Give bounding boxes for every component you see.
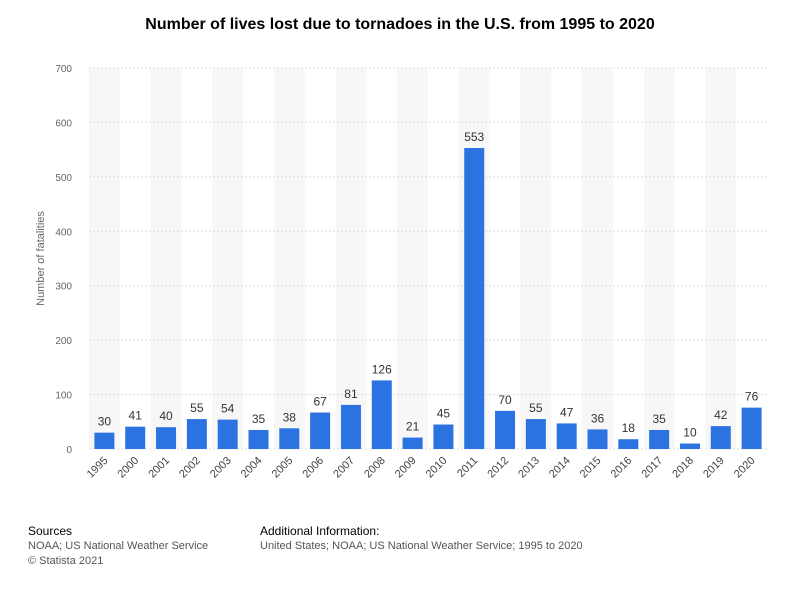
x-tick-label: 2002	[177, 455, 203, 481]
column-band	[150, 68, 182, 449]
y-tick-label: 0	[66, 445, 72, 456]
additional-info-heading: Additional Information:	[260, 524, 380, 538]
y-tick-label: 600	[55, 118, 72, 129]
column-band	[582, 68, 613, 449]
data-label: 76	[745, 390, 759, 404]
x-tick-label: 2011	[455, 455, 480, 480]
bar-2012[interactable]	[495, 410, 516, 449]
x-tick-label: 2016	[609, 455, 635, 481]
y-tick-label: 400	[55, 227, 72, 238]
data-label: 10	[683, 426, 697, 440]
data-label: 70	[498, 393, 512, 407]
bar-1995[interactable]	[94, 432, 115, 449]
column-band	[397, 68, 428, 449]
data-label: 54	[221, 402, 235, 416]
data-label: 81	[344, 387, 358, 401]
x-tick-label: 2012	[485, 455, 511, 481]
copyright-text: © Statista 2021	[28, 555, 104, 567]
y-axis-label: Number of fatalities	[35, 211, 47, 306]
bar-2006[interactable]	[310, 412, 331, 449]
x-tick-label: 2001	[146, 455, 172, 481]
x-tick-label: 2017	[639, 455, 665, 481]
data-label: 41	[129, 409, 143, 423]
sources-block: Sources NOAA; US National Weather Servic…	[28, 524, 208, 569]
x-tick-label: 2000	[116, 455, 142, 481]
x-tick-label: 1995	[85, 455, 111, 481]
data-label: 553	[464, 130, 484, 144]
data-label: 47	[560, 405, 574, 419]
data-label: 42	[714, 408, 728, 422]
data-label: 40	[159, 409, 173, 423]
data-label: 38	[283, 410, 297, 424]
additional-info-text: United States; NOAA; US National Weather…	[260, 540, 583, 552]
bar-2015[interactable]	[587, 429, 608, 449]
bar-2003[interactable]	[217, 419, 238, 449]
column-band	[705, 68, 737, 449]
data-label: 18	[622, 421, 636, 435]
chart-title: Number of lives lost due to tornadoes in…	[145, 16, 655, 33]
bar-chart: 0 100 200 300 400 500 600 700 30 41 40 55 54 35 38 67 8…	[35, 64, 767, 481]
bar-2010[interactable]	[433, 424, 454, 449]
column-band	[273, 68, 305, 449]
bar-2007[interactable]	[340, 404, 361, 449]
additional-info-block: Additional Information: United States; N…	[260, 524, 583, 554]
bar-2002[interactable]	[186, 419, 207, 449]
x-tick-label: 2020	[732, 455, 758, 481]
data-label: 36	[591, 411, 605, 425]
sources-heading: Sources	[28, 524, 73, 538]
x-tick-label: 2013	[516, 455, 542, 481]
y-tick-label: 300	[55, 282, 72, 293]
bar-2020[interactable]	[741, 407, 762, 449]
x-tick-label: 2004	[239, 455, 265, 481]
x-tick-label: 2018	[670, 455, 696, 481]
bar-2019[interactable]	[710, 426, 731, 449]
column-band	[335, 68, 367, 449]
data-label: 45	[437, 407, 451, 421]
x-tick-label: 2009	[393, 455, 419, 481]
data-label: 67	[313, 395, 327, 409]
y-tick-label: 200	[55, 336, 72, 347]
bar-2008[interactable]	[371, 380, 392, 449]
data-label: 35	[652, 412, 666, 426]
column-band	[212, 68, 244, 449]
x-tick-label: 2015	[578, 455, 604, 481]
bar-2014[interactable]	[556, 423, 577, 449]
x-tick-label: 2007	[331, 455, 357, 481]
bar-2011[interactable]	[464, 148, 485, 449]
x-tick-label: 2003	[208, 455, 234, 481]
bar-2005[interactable]	[279, 428, 300, 449]
data-label: 30	[98, 415, 112, 429]
x-tick-label: 2010	[424, 455, 450, 481]
bar-2004[interactable]	[248, 429, 269, 449]
data-label: 55	[529, 401, 543, 415]
x-tick-label: 2006	[300, 455, 326, 481]
bar-2017[interactable]	[649, 429, 670, 449]
bar-2016[interactable]	[618, 439, 639, 449]
bar-2009[interactable]	[402, 437, 423, 449]
column-band	[520, 68, 552, 449]
x-tick-label: 2019	[701, 455, 727, 481]
y-tick-label: 700	[55, 64, 72, 75]
bar-2001[interactable]	[156, 427, 177, 449]
column-band	[89, 68, 120, 449]
data-label: 21	[406, 420, 420, 434]
bar-2000[interactable]	[125, 426, 146, 449]
x-tick-label: 2008	[362, 455, 388, 481]
bar-2018[interactable]	[679, 443, 700, 449]
x-tick-label: 2014	[547, 455, 573, 481]
sources-text: NOAA; US National Weather Service	[28, 540, 209, 552]
data-label: 126	[372, 362, 392, 376]
data-label: 55	[190, 401, 204, 415]
x-tick-label: 2005	[270, 455, 296, 481]
bar-2013[interactable]	[525, 419, 546, 449]
y-tick-label: 100	[55, 391, 72, 402]
y-tick-label: 500	[55, 173, 72, 184]
column-band	[643, 68, 675, 449]
data-label: 35	[252, 412, 266, 426]
